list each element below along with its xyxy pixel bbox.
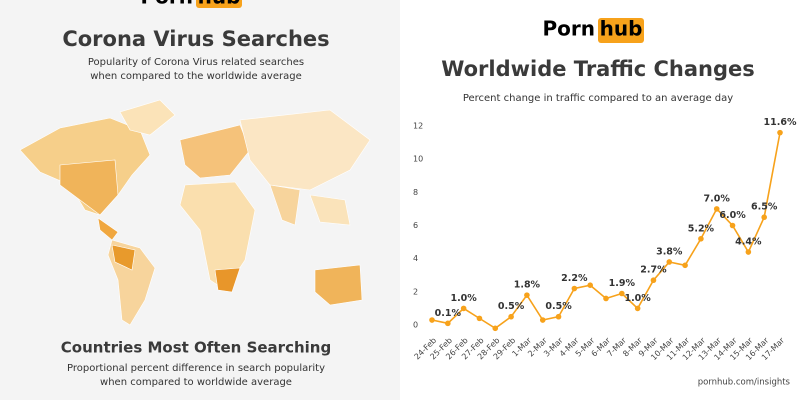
point [555,313,562,320]
logo-right: hub [600,17,643,41]
y-tick-label: 10 [413,155,423,164]
value-label: 4.4% [735,237,762,248]
left-subtitle: Popularity of Corona Virus related searc… [88,57,304,68]
y-tick-label: 0 [413,321,418,330]
value-label: 5.2% [688,223,715,234]
value-label: 6.5% [751,202,778,213]
point [445,320,451,327]
point [603,295,609,302]
point [761,214,767,221]
chart-title: Worldwide Traffic Changes [441,57,755,81]
point [587,282,593,289]
point [460,305,467,312]
point [571,285,578,292]
value-label: 1.8% [514,280,541,291]
y-tick-label: 8 [413,188,418,197]
value-label: 1.0% [450,293,477,304]
section-subtitle: Proportional percent difference in searc… [67,363,325,374]
point [476,315,483,322]
left-subtitle: when compared to the worldwide average [90,71,302,82]
point [524,292,530,298]
right-logo: Porn hub [543,17,644,43]
point [634,305,641,312]
logo-box [196,0,242,8]
point [713,206,720,212]
point [492,325,499,332]
y-tick-label: 2 [413,287,418,296]
point [650,277,657,284]
point [729,222,736,229]
section-title: Countries Most Often Searching [61,339,331,357]
value-label: 2.2% [561,273,588,284]
logo-left: Porn [141,0,194,9]
logo-left: Porn [543,17,596,41]
y-tick-label: 6 [413,221,418,230]
source: pornhub.com/insights [698,378,791,388]
point [429,317,435,323]
point [682,262,688,269]
logo-box [598,18,644,43]
value-label: 2.7% [640,265,667,276]
point [745,249,752,255]
value-label: 0.5% [498,301,525,312]
point [539,317,546,323]
value-label: 0.5% [545,301,572,312]
value-label: 1.0% [624,293,651,304]
value-label: 6.0% [719,210,746,221]
left-title: Corona Virus Searches [62,27,329,51]
value-label: 0.1% [435,308,462,319]
value-label: 11.6% [764,117,797,128]
y-tick-label: 12 [413,122,423,131]
point [777,129,783,136]
world-map [19,99,371,326]
point [508,313,514,320]
value-label: 1.9% [609,278,636,289]
y-tick-label: 4 [413,254,418,263]
point [619,290,625,297]
left-logo: Porn hub [141,0,242,9]
chart-subtitle: Percent change in traffic compared to an… [463,93,733,104]
section-subtitle: when compared to worldwide average [100,377,292,388]
point [698,235,704,242]
value-label: 3.8% [656,246,683,257]
point [666,259,673,265]
logo-right: hub [198,0,241,9]
value-label: 7.0% [704,193,731,204]
